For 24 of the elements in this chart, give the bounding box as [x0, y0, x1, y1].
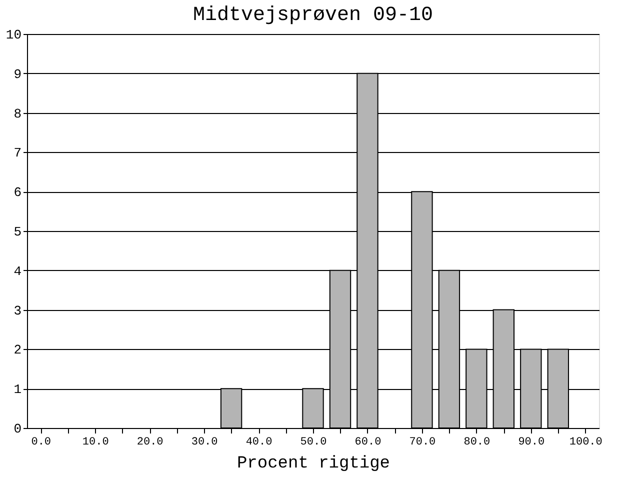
chart-title: Midtvejsprøven 09-10: [192, 4, 434, 27]
y-tick-label: 4: [14, 264, 22, 279]
x-tick-label: 90.0: [518, 436, 545, 448]
y-tick-label: 8: [14, 106, 22, 122]
y-tick-label: 3: [14, 303, 22, 318]
x-tick-label: 80.0: [464, 436, 490, 448]
x-tick-label: 100.0: [569, 436, 602, 448]
y-tick-label: 6: [14, 185, 22, 200]
y-tick-label: 10: [6, 28, 22, 42]
x-axis-title: Procent rigtige: [236, 454, 390, 474]
y-tick-label: 5: [14, 224, 22, 240]
y-tick-label: 2: [14, 342, 22, 358]
y-tick-label: 9: [14, 66, 22, 82]
y-tick-label: 0: [14, 422, 22, 436]
x-tick-label: 50.0: [300, 436, 327, 448]
x-tick-label: 60.0: [354, 436, 382, 448]
y-tick-label: 1: [14, 382, 22, 398]
x-tick-label: 30.0: [191, 436, 218, 448]
x-tick-label: 10.0: [82, 436, 109, 448]
x-tick-label: 20.0: [136, 436, 164, 448]
x-tick-label: 40.0: [246, 436, 272, 448]
y-tick-label: 7: [14, 146, 22, 161]
x-tick-label: 0.0: [31, 436, 52, 448]
x-tick-label: 70.0: [409, 436, 436, 448]
